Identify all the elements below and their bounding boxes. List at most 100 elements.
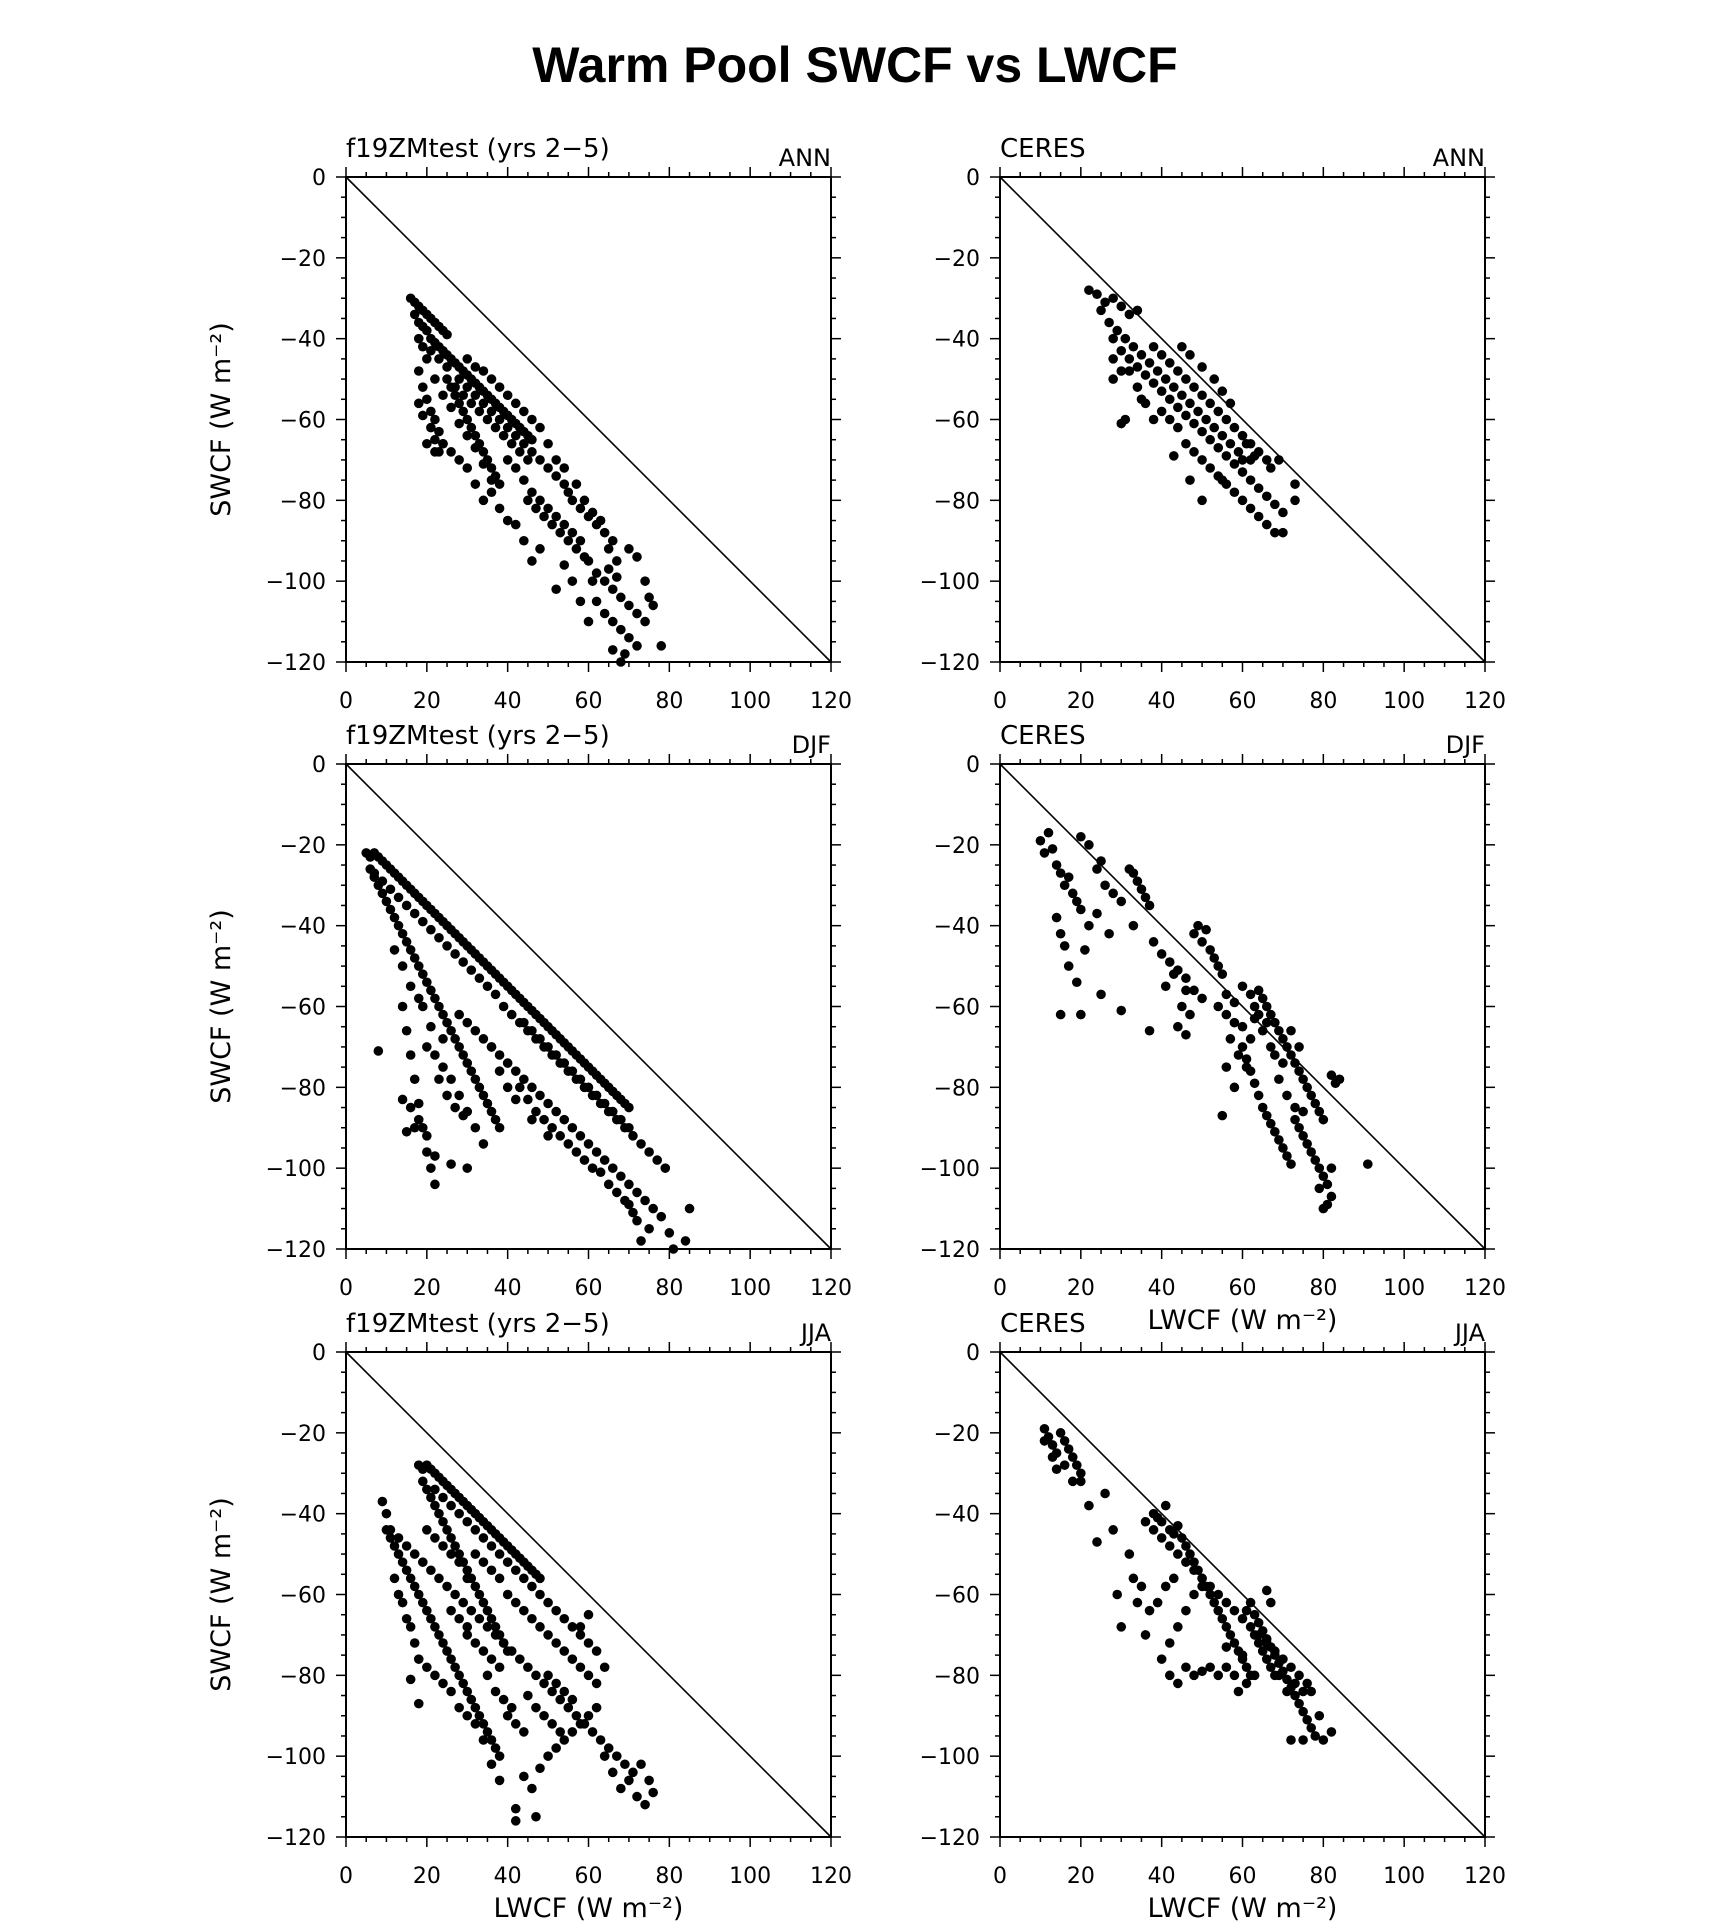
data-point [1168,451,1179,461]
data-point [1290,1690,1300,1701]
data-point [397,1094,408,1105]
data-point [583,1609,594,1620]
data-point [462,1058,473,1068]
data-point [389,1541,400,1551]
data-point [1326,1070,1337,1081]
data-point [603,1743,614,1753]
data-point [1189,1670,1199,1681]
data-point [486,1654,497,1664]
data-point [632,1791,642,1802]
data-point [1181,985,1191,996]
data-point [1189,1565,1199,1576]
data-point [393,920,404,931]
data-point [422,1605,432,1616]
data-point [628,1207,638,1218]
data-point [555,1694,566,1705]
data-point [1144,1605,1155,1616]
x-tick-label: 40 [494,1276,522,1301]
data-point [454,1613,464,1624]
data-point [466,1605,477,1616]
data-point [401,1541,412,1551]
data-point [426,1021,436,1032]
data-point [1164,394,1175,405]
data-point [543,463,553,473]
data-point [1245,1034,1256,1044]
data-point [1213,1605,1224,1616]
data-point [446,1686,456,1697]
data-point [413,1098,424,1109]
data-point [527,1082,537,1093]
data-point [490,1743,501,1753]
data-point [559,519,570,530]
x-axis-label: LWCF (W m⁻²) [1148,1305,1338,1336]
data-point [571,479,582,489]
reference-line [345,763,832,1250]
data-point [1197,1573,1207,1584]
data-point [1185,1549,1195,1559]
data-point [1168,382,1179,392]
data-point [494,1751,505,1761]
data-point [1108,354,1118,364]
data-point [409,309,420,320]
data-point [1270,1126,1280,1137]
data-point [1156,1654,1167,1664]
data-point [454,1508,464,1519]
data-point [442,1090,452,1101]
data-point [486,1613,497,1624]
data-point [1282,1090,1292,1101]
x-tick-label: 60 [575,1276,603,1301]
data-point [510,1066,521,1076]
data-point [1290,1114,1300,1125]
data-point [624,1775,634,1786]
data-point [547,1122,557,1133]
data-point [401,900,412,911]
data-point [591,1678,602,1689]
data-point [1140,398,1151,409]
data-point [1229,1670,1240,1681]
x-tick-label: 20 [413,1864,441,1889]
data-point [466,1694,477,1705]
x-tick-label: 0 [993,1864,1007,1889]
data-point [1189,447,1199,457]
data-point [1298,1131,1308,1141]
data-point [413,366,424,376]
data-point [547,1719,557,1729]
data-point [430,434,440,445]
x-tick-label: 80 [655,1276,683,1301]
data-point [502,422,513,433]
data-point [409,1074,420,1085]
data-point [1314,1183,1325,1194]
data-point [1209,953,1220,963]
data-point [506,1009,517,1020]
data-point [446,1025,456,1036]
data-point [595,1735,606,1745]
data-point [1257,1646,1268,1656]
data-point [1108,374,1118,384]
data-point [531,1670,541,1681]
data-point [1298,1106,1308,1117]
data-point [1213,1670,1224,1681]
data-point [401,937,412,947]
data-point [1071,1460,1082,1470]
data-point [498,1694,509,1705]
data-point [430,1670,440,1681]
data-point [506,1702,517,1713]
data-point [1128,920,1139,931]
data-point [1221,414,1232,425]
data-point [1261,1017,1272,1028]
y-tick-label: −120 [266,1826,326,1851]
data-point [1225,1630,1236,1640]
data-point [381,896,392,907]
data-point [539,1710,549,1721]
data-point [1282,1686,1292,1697]
y-tick-label: −80 [934,1664,980,1689]
reference-line [999,176,1486,663]
data-point [1197,993,1207,1004]
data-point [1164,358,1175,368]
data-point [1116,1005,1127,1016]
data-point [543,1042,553,1052]
data-point [1318,1114,1329,1125]
x-tick-label: 100 [729,1276,771,1301]
data-point [1084,840,1094,850]
x-tick-label: 100 [729,689,771,714]
